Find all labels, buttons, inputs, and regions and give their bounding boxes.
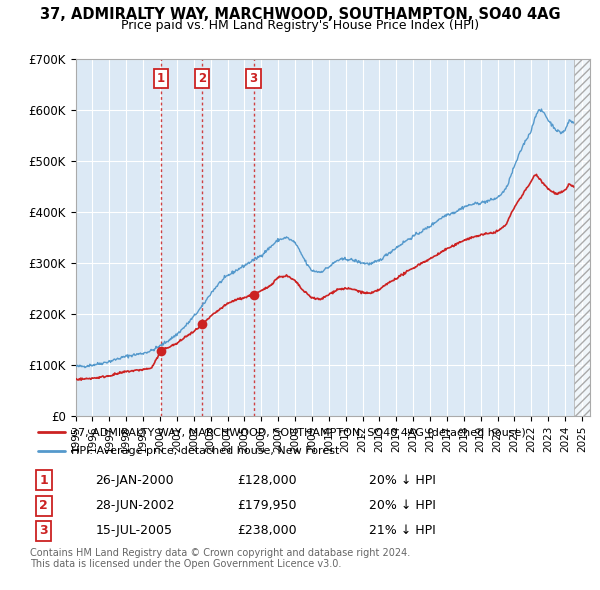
Text: 2: 2 — [198, 72, 206, 85]
Text: £128,000: £128,000 — [238, 474, 297, 487]
Text: 3: 3 — [250, 72, 257, 85]
Text: 1: 1 — [157, 72, 165, 85]
Text: 2: 2 — [39, 499, 48, 512]
Text: 21% ↓ HPI: 21% ↓ HPI — [368, 525, 435, 537]
Text: HPI: Average price, detached house, New Forest: HPI: Average price, detached house, New … — [71, 445, 340, 455]
Text: Price paid vs. HM Land Registry's House Price Index (HPI): Price paid vs. HM Land Registry's House … — [121, 19, 479, 32]
Bar — [574, 59, 590, 416]
Text: £179,950: £179,950 — [238, 499, 297, 512]
Text: Contains HM Land Registry data © Crown copyright and database right 2024.
This d: Contains HM Land Registry data © Crown c… — [30, 548, 410, 569]
Text: 3: 3 — [40, 525, 48, 537]
Text: 20% ↓ HPI: 20% ↓ HPI — [368, 474, 436, 487]
Text: £238,000: £238,000 — [238, 525, 297, 537]
Text: 28-JUN-2002: 28-JUN-2002 — [95, 499, 175, 512]
Bar — [574, 59, 590, 416]
Text: 37, ADMIRALTY WAY, MARCHWOOD, SOUTHAMPTON, SO40 4AG (detached house): 37, ADMIRALTY WAY, MARCHWOOD, SOUTHAMPTO… — [71, 427, 526, 437]
Text: 20% ↓ HPI: 20% ↓ HPI — [368, 499, 436, 512]
Text: 1: 1 — [39, 474, 48, 487]
Text: 37, ADMIRALTY WAY, MARCHWOOD, SOUTHAMPTON, SO40 4AG: 37, ADMIRALTY WAY, MARCHWOOD, SOUTHAMPTO… — [40, 7, 560, 22]
Text: 15-JUL-2005: 15-JUL-2005 — [95, 525, 173, 537]
Text: 26-JAN-2000: 26-JAN-2000 — [95, 474, 174, 487]
